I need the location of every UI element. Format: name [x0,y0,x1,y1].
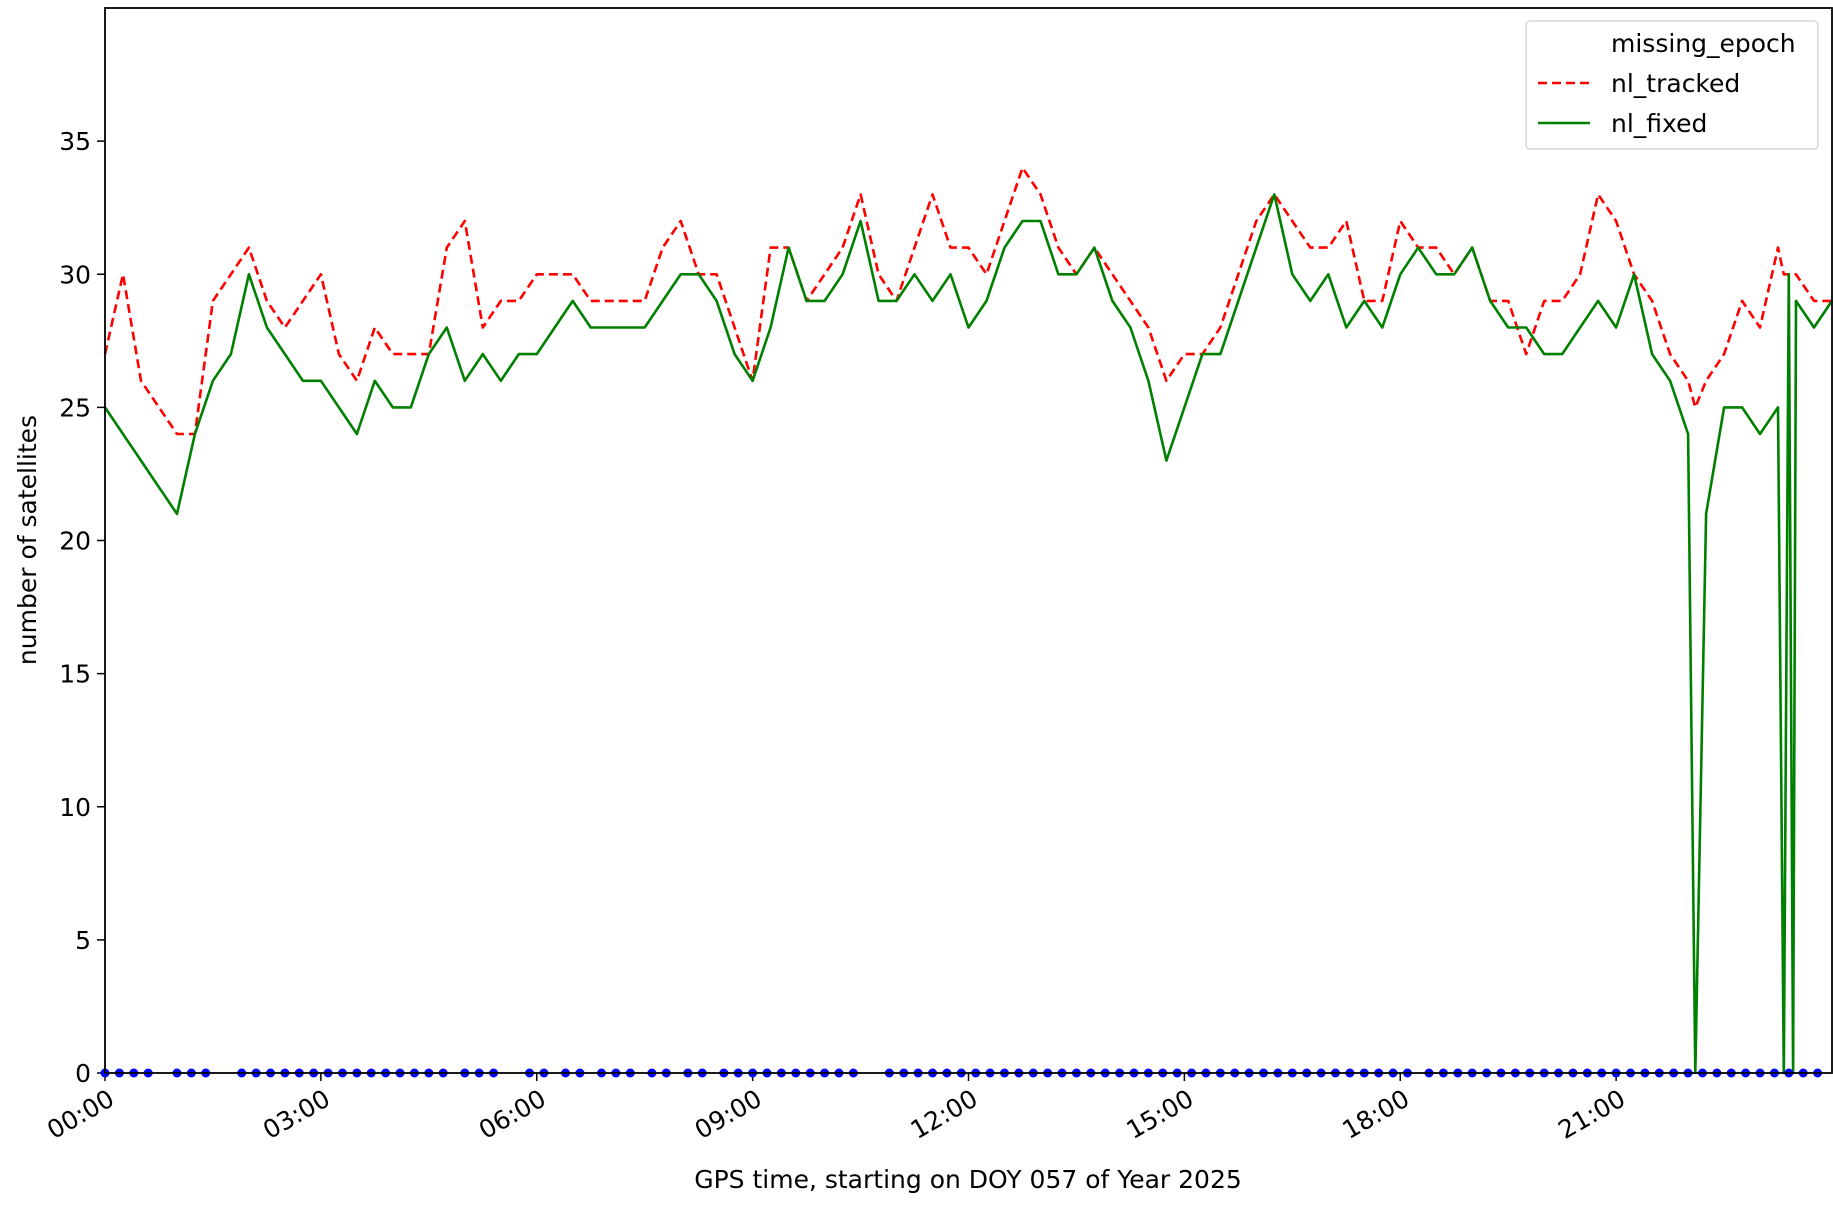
legend-box [1525,20,1819,150]
y-tick-label: 30 [59,260,91,289]
x-tick-label: 21:00 [1553,1084,1630,1145]
y-tick-label: 15 [59,660,91,689]
legend-label: nl_tracked [1611,69,1740,98]
legend-label: nl_fixed [1611,109,1707,138]
x-tick-label: 03:00 [258,1084,335,1145]
y-tick-label: 10 [59,793,91,822]
y-tick-label: 35 [59,127,91,156]
y-axis-label: number of satellites [13,415,42,665]
x-axis-label: GPS time, starting on DOY 057 of Year 20… [694,1165,1242,1194]
nl-fixed-line [103,193,1833,1075]
y-tick-label: 0 [75,1059,91,1088]
x-tick-label: 00:00 [42,1084,119,1145]
x-tick-label: 06:00 [474,1084,551,1145]
plot-frame [104,7,1833,1074]
y-tick-label: 20 [59,527,91,556]
x-tick-label: 18:00 [1337,1084,1414,1145]
x-tick-label: 15:00 [1121,1084,1198,1145]
legend-label: missing_epoch [1611,29,1796,58]
x-tick-label: 09:00 [690,1084,767,1145]
x-tick-label: 12:00 [906,1084,983,1145]
nl-tracked-line [103,166,1832,436]
y-tick-label: 25 [59,393,91,422]
y-tick-label: 5 [75,926,91,955]
